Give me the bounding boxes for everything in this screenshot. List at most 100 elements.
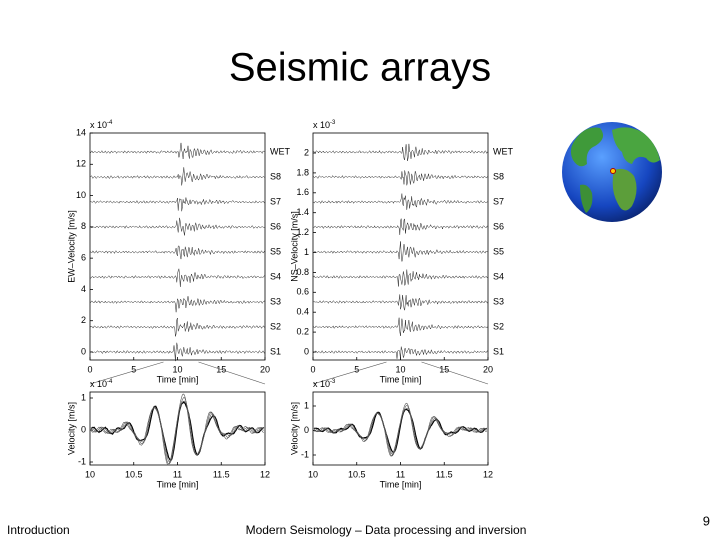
x-tick-label: 5 <box>354 364 359 374</box>
y-tick-label: 2 <box>81 315 86 325</box>
waveform <box>312 294 489 311</box>
y-tick-label: 1.6 <box>296 187 309 197</box>
x-tick-label: 10.5 <box>348 469 366 479</box>
x-tick-label: 11.5 <box>213 469 230 479</box>
y-tick-label: 1 <box>304 247 309 257</box>
slide-title: Seismic arrays <box>229 46 491 90</box>
x-tick-label: 5 <box>131 364 136 374</box>
station-label: S8 <box>493 171 504 181</box>
station-label: S4 <box>493 271 504 281</box>
y-axis-label: Velocity [m/s] <box>289 402 299 455</box>
y-axis-label: Velocity [m/s] <box>66 402 76 455</box>
footer-left: Introduction <box>7 523 70 537</box>
waveform <box>312 317 489 336</box>
x-tick-label: 11 <box>396 469 405 479</box>
x-tick-label: 20 <box>483 364 493 374</box>
x-tick-label: 11.5 <box>436 469 453 479</box>
y-tick-label: 14 <box>76 127 86 137</box>
waveform <box>89 342 266 362</box>
waveform <box>89 268 266 287</box>
station-label: S7 <box>270 196 281 206</box>
x-tick-label: 10 <box>85 469 95 479</box>
waveform <box>312 346 489 360</box>
waveform <box>89 317 266 337</box>
scale-base: x 10 <box>90 379 107 389</box>
y-tick-label: 1.4 <box>296 207 309 217</box>
axis-scale: x 10-3 <box>313 379 336 390</box>
waveform <box>312 193 489 210</box>
scale-base: x 10 <box>313 120 330 130</box>
x-tick-label: 0 <box>87 364 92 374</box>
waveform-overlay <box>90 397 264 464</box>
x-tick-label: 10 <box>172 364 182 374</box>
station-label: S6 <box>493 221 504 231</box>
axes-box <box>312 132 489 361</box>
y-tick-label: 0.2 <box>296 326 309 336</box>
x-tick-label: 20 <box>260 364 270 374</box>
waveform <box>89 296 266 313</box>
y-axis-label: NS–Velocity [m/s] <box>289 211 299 282</box>
y-tick-label: 0 <box>304 425 309 435</box>
station-label: S1 <box>493 346 504 356</box>
figure: 0246810121405101520Time [min]EW–Velocity… <box>66 120 513 490</box>
y-tick-label: 0.8 <box>296 267 309 277</box>
station-label: S5 <box>493 246 504 256</box>
waveform-overlay <box>90 400 264 463</box>
zoom-line <box>312 361 387 385</box>
y-tick-label: 0.4 <box>296 307 309 317</box>
station-label: S4 <box>270 271 281 281</box>
scale-exponent: -4 <box>107 120 113 126</box>
axis-scale: x 10-4 <box>90 120 113 131</box>
axes-box <box>89 132 266 361</box>
waveform <box>89 217 266 236</box>
station-label: S2 <box>493 321 504 331</box>
waveform <box>312 269 489 287</box>
waveform <box>312 143 489 161</box>
station-label: S8 <box>270 171 281 181</box>
x-tick-label: 0 <box>310 364 315 374</box>
y-tick-label: 2 <box>304 147 309 157</box>
station-label: S7 <box>493 196 504 206</box>
zoom-line <box>89 361 164 385</box>
waveform <box>89 197 266 212</box>
x-axis-label: Time [min] <box>380 374 422 384</box>
waveform-overlay <box>313 407 487 456</box>
waveform <box>89 167 266 186</box>
x-tick-label: 11 <box>173 469 182 479</box>
y-tick-label: 1.2 <box>296 227 309 237</box>
station-label: S5 <box>270 246 281 256</box>
x-axis-label: Time [min] <box>157 479 199 489</box>
waveform-overlay <box>313 405 487 457</box>
waveform <box>89 245 266 260</box>
y-tick-label: 1 <box>81 392 86 402</box>
x-tick-label: 12 <box>483 469 493 479</box>
waveform <box>89 142 266 160</box>
y-tick-label: -1 <box>301 449 309 459</box>
scale-exponent: -3 <box>330 379 336 385</box>
station-label: S3 <box>493 296 504 306</box>
x-tick-label: 10.5 <box>125 469 143 479</box>
zoom-line <box>198 361 266 385</box>
page-number: 9 <box>703 513 710 528</box>
y-tick-label: 0 <box>81 424 86 434</box>
axis-scale: x 10-4 <box>90 379 113 390</box>
y-tick-label: 0 <box>81 346 86 356</box>
station-label: WET <box>270 146 290 156</box>
y-tick-label: 10 <box>76 190 86 200</box>
x-tick-label: 10 <box>395 364 405 374</box>
zoom-line <box>421 361 489 385</box>
station-label: S3 <box>270 296 281 306</box>
y-tick-label: 8 <box>81 221 86 231</box>
x-tick-label: 12 <box>260 469 270 479</box>
footer-center: Modern Seismology – Data processing and … <box>246 523 527 537</box>
y-tick-label: 1.8 <box>296 167 309 177</box>
y-tick-label: 4 <box>81 284 86 294</box>
station-label: S6 <box>270 221 281 231</box>
scale-exponent: -3 <box>330 120 336 126</box>
globe <box>562 122 662 222</box>
y-tick-label: 6 <box>81 253 86 263</box>
waveform-overlay <box>313 402 487 457</box>
waveform <box>312 170 489 186</box>
waveform-overlay <box>90 401 265 461</box>
scale-base: x 10 <box>90 120 107 130</box>
